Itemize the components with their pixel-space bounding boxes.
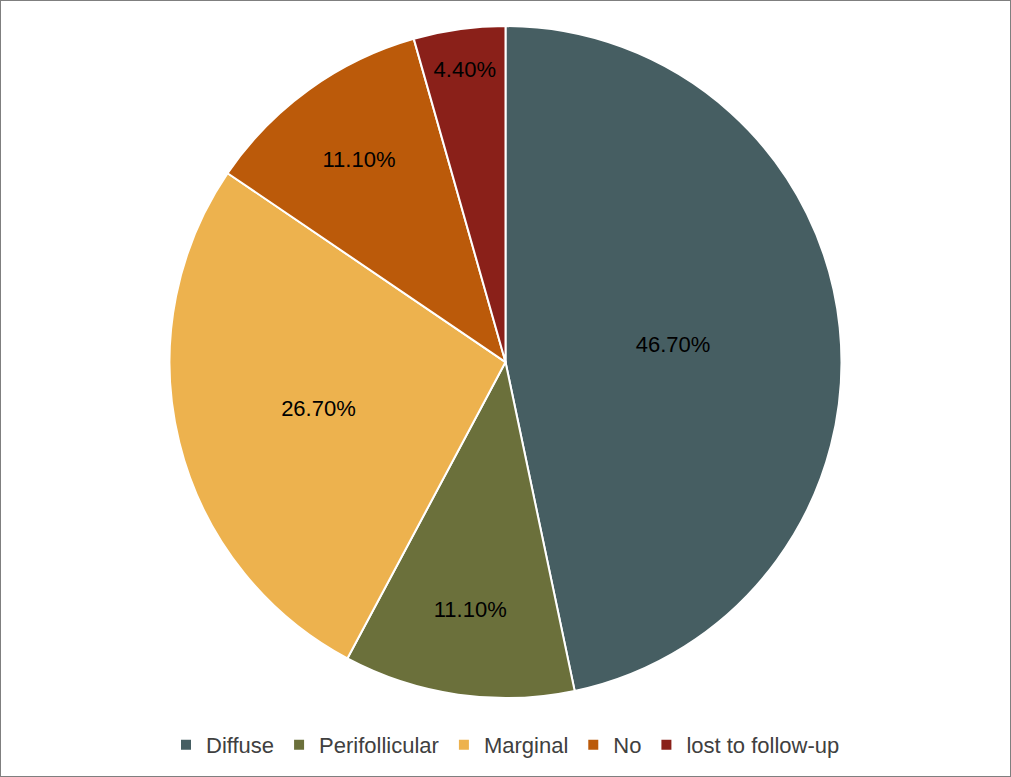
svg-text:Perifollicular: Perifollicular [319, 733, 439, 758]
svg-text:Diffuse: Diffuse [206, 733, 274, 758]
svg-text:lost to follow-up: lost to follow-up [686, 733, 839, 758]
svg-text:Marginal: Marginal [484, 733, 568, 758]
svg-text:26.70%: 26.70% [281, 396, 356, 421]
svg-text:4.40%: 4.40% [434, 57, 496, 82]
svg-text:No: No [613, 733, 641, 758]
svg-text:46.70%: 46.70% [636, 332, 711, 357]
svg-text:11.10%: 11.10% [322, 147, 395, 172]
svg-text:11.10%: 11.10% [434, 597, 507, 622]
